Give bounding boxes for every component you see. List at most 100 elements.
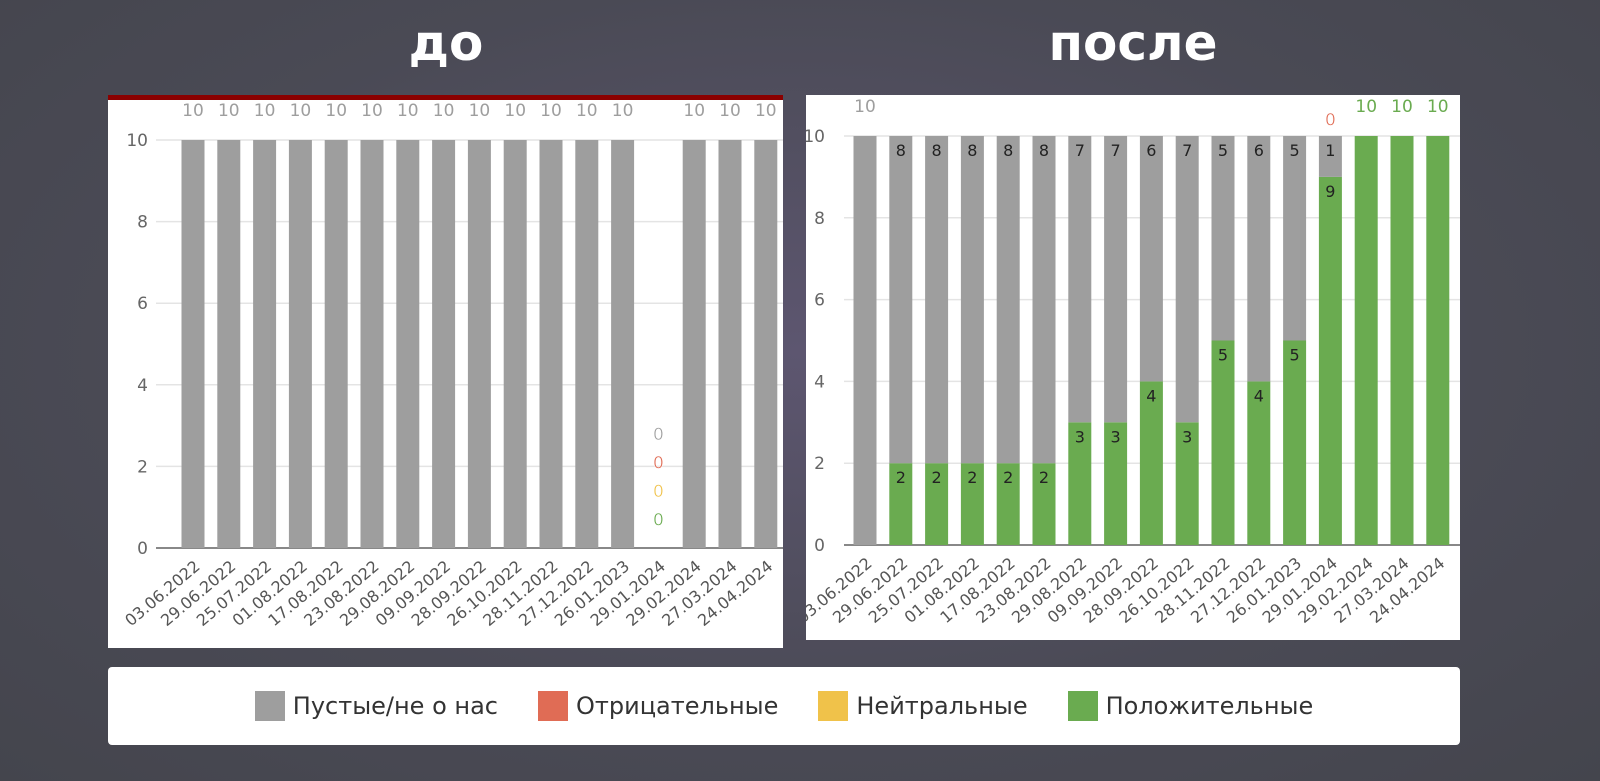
data-label: 2 [967, 468, 977, 487]
bar-segment [1068, 136, 1092, 423]
data-label: 10 [719, 101, 741, 121]
bar-segment [611, 140, 635, 548]
legend-item: Отрицательные [537, 691, 778, 721]
bar-segment [503, 140, 527, 548]
legend-label: Нейтральные [856, 692, 1028, 720]
bar-segment [360, 140, 384, 548]
bar-segment [682, 140, 706, 548]
data-label: 10 [755, 101, 777, 121]
data-label: 10 [182, 101, 204, 121]
data-label: 10 [469, 101, 491, 121]
chart-panel: 024681003.06.20220001029.06.20220001025.… [108, 95, 783, 648]
data-label: 7 [1075, 141, 1085, 160]
bar-segment [1104, 422, 1128, 545]
data-label: 3 [1111, 427, 1121, 446]
bar-segment [960, 136, 984, 464]
bar-segment [925, 136, 949, 464]
legend-swatch [537, 691, 568, 721]
bar-segment [217, 140, 241, 548]
bar-segment [1211, 340, 1235, 545]
data-label: 10 [290, 101, 312, 121]
data-label: 2 [1003, 468, 1013, 487]
chart-title: после [1048, 14, 1218, 72]
data-label: 8 [896, 141, 906, 160]
data-label: 0 [653, 510, 664, 530]
data-label: 4 [1146, 386, 1156, 405]
data-label: 0 [653, 482, 664, 502]
data-label: 10 [433, 101, 455, 121]
data-label: 2 [1039, 468, 1049, 487]
bar-segment [1318, 136, 1342, 177]
data-label: 3 [1075, 427, 1085, 446]
y-tick-label: 2 [814, 454, 825, 474]
data-label: 6 [1254, 141, 1264, 160]
bar-segment [539, 140, 563, 548]
data-label: 0 [1325, 111, 1336, 131]
data-label: 5 [1218, 346, 1228, 365]
data-label: 9 [1325, 182, 1335, 201]
data-label: 0 [653, 425, 664, 445]
y-tick-label: 0 [137, 539, 148, 559]
bar-segment [1175, 422, 1199, 545]
data-label: 3 [1182, 427, 1192, 446]
bar-segment [1283, 340, 1307, 545]
bar-segment [996, 136, 1020, 464]
data-label: 10 [854, 97, 876, 117]
bar-segment [1318, 176, 1342, 545]
data-label: 10 [540, 101, 562, 121]
data-label: 10 [1391, 97, 1413, 117]
y-tick-label: 6 [137, 294, 148, 314]
data-label: 0 [653, 453, 664, 473]
bar-segment [1139, 136, 1163, 382]
data-label: 10 [612, 101, 634, 121]
bar-segment [960, 463, 984, 545]
y-tick-label: 8 [137, 213, 148, 233]
bar-segment [288, 140, 312, 548]
data-label: 10 [1355, 97, 1377, 117]
bar-segment [1175, 136, 1199, 423]
bar-segment [253, 140, 277, 548]
bar-segment [889, 463, 913, 545]
legend-item: Нейтральные [818, 691, 1028, 721]
y-tick-label: 0 [814, 536, 825, 556]
bar-segment [1068, 422, 1092, 545]
legend-label: Положительные [1105, 692, 1314, 720]
data-label: 8 [932, 141, 942, 160]
chart-panel: 024681003.06.20220001029.06.2022200825.0… [806, 95, 1460, 640]
y-tick-label: 6 [814, 291, 825, 311]
bar-segment [1139, 381, 1163, 545]
bar-segment [1354, 136, 1378, 545]
data-label: 7 [1111, 141, 1121, 160]
data-label: 8 [1039, 141, 1049, 160]
bar-segment [889, 136, 913, 464]
bar-segment [1247, 381, 1271, 545]
bar-segment [1104, 136, 1128, 423]
y-tick-label: 4 [814, 372, 825, 392]
data-label: 5 [1290, 141, 1300, 160]
bar-segment [754, 140, 778, 548]
data-label: 6 [1146, 141, 1156, 160]
bar-segment [718, 140, 742, 548]
data-label: 10 [504, 101, 526, 121]
data-label: 10 [361, 101, 383, 121]
legend-item: Положительные [1067, 691, 1314, 721]
legend-item: Пустые/не о нас [254, 691, 498, 721]
y-tick-label: 10 [806, 127, 825, 147]
legend-label: Пустые/не о нас [292, 692, 498, 720]
bar-segment [467, 140, 491, 548]
legend-swatch [254, 691, 285, 721]
legend: Пустые/не о нас Отрицательные Нейтральные П… [108, 667, 1460, 745]
bar-segment [1390, 136, 1414, 545]
bar-segment [575, 140, 599, 548]
legend-swatch [818, 691, 849, 721]
bar-segment [1247, 136, 1271, 382]
bar-segment [396, 140, 420, 548]
bar-segment [1211, 136, 1235, 341]
bar-segment [853, 136, 877, 545]
y-tick-label: 4 [137, 376, 148, 396]
data-label: 5 [1290, 346, 1300, 365]
data-label: 10 [218, 101, 240, 121]
bar-segment [1032, 136, 1056, 464]
data-label: 2 [932, 468, 942, 487]
